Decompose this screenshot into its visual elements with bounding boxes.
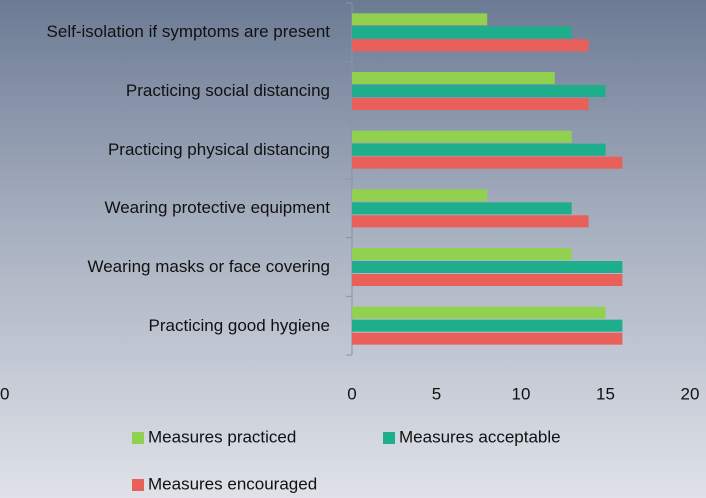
bar bbox=[352, 274, 623, 286]
x-tick-label: 10 bbox=[512, 384, 531, 403]
x-tick-label: 0 bbox=[347, 384, 356, 403]
bar bbox=[352, 98, 589, 110]
x-tick-label: 20 bbox=[681, 384, 700, 403]
bar bbox=[352, 26, 572, 39]
legend-label: Measures encouraged bbox=[148, 474, 317, 493]
category-label: Wearing masks or face covering bbox=[87, 257, 330, 276]
bar bbox=[352, 13, 488, 26]
x-tick-label: 5 bbox=[432, 384, 441, 403]
bar bbox=[352, 332, 623, 345]
category-label: Practicing social distancing bbox=[125, 81, 330, 100]
bar bbox=[352, 85, 606, 97]
category-label: Self-isolation if symptoms are present bbox=[46, 22, 330, 42]
category-label: Practicing good hygiene bbox=[148, 315, 330, 335]
bar bbox=[352, 248, 572, 260]
bar bbox=[352, 306, 606, 319]
bar bbox=[352, 143, 606, 156]
bar bbox=[352, 189, 488, 202]
bar bbox=[352, 156, 623, 169]
category-label: Wearing protective equipment bbox=[104, 198, 330, 218]
bar bbox=[352, 261, 623, 273]
legend-swatch bbox=[383, 432, 395, 444]
legend-swatch bbox=[132, 432, 144, 444]
category-label: Practicing physical distancing bbox=[107, 139, 330, 159]
bar bbox=[352, 72, 555, 84]
x-tick-label: 15 bbox=[596, 384, 615, 403]
legend-label: Measures acceptable bbox=[399, 427, 561, 446]
bar bbox=[352, 39, 589, 52]
bar bbox=[352, 319, 623, 332]
legend-swatch bbox=[132, 479, 144, 491]
stray-label: 0 bbox=[0, 384, 9, 403]
bar bbox=[352, 130, 572, 143]
legend-label: Measures practiced bbox=[148, 427, 296, 446]
bar bbox=[352, 215, 589, 228]
bar bbox=[352, 202, 572, 215]
